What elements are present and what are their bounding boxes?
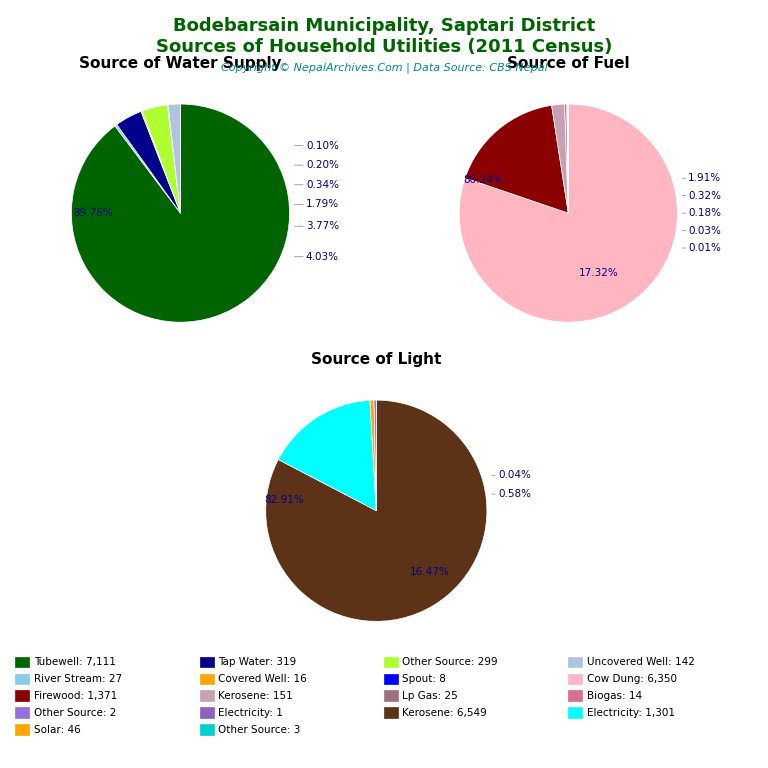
Text: 4.03%: 4.03%: [306, 252, 339, 262]
Text: Kerosene: 151: Kerosene: 151: [218, 690, 293, 701]
Text: 1.79%: 1.79%: [306, 200, 339, 210]
Wedge shape: [117, 111, 180, 213]
Wedge shape: [115, 124, 180, 213]
Text: Biogas: 14: Biogas: 14: [587, 690, 642, 701]
Wedge shape: [142, 105, 180, 213]
Title: Source of Water Supply: Source of Water Supply: [79, 57, 282, 71]
Wedge shape: [374, 400, 376, 511]
Text: Spout: 8: Spout: 8: [402, 674, 446, 684]
Text: 80.24%: 80.24%: [463, 175, 503, 185]
Text: 16.47%: 16.47%: [409, 567, 449, 577]
Text: Other Source: 3: Other Source: 3: [218, 724, 300, 735]
Text: 17.32%: 17.32%: [579, 268, 619, 278]
Text: Electricity: 1: Electricity: 1: [218, 707, 283, 718]
Text: 3.77%: 3.77%: [306, 221, 339, 231]
Text: Other Source: 2: Other Source: 2: [34, 707, 116, 718]
Text: 0.18%: 0.18%: [688, 208, 721, 218]
Wedge shape: [567, 104, 568, 213]
Text: 0.03%: 0.03%: [688, 226, 721, 236]
Text: 1.91%: 1.91%: [688, 174, 721, 184]
Text: 0.20%: 0.20%: [306, 161, 339, 170]
Text: 89.76%: 89.76%: [73, 208, 113, 218]
Text: 0.58%: 0.58%: [498, 489, 531, 499]
Title: Source of Light: Source of Light: [311, 353, 442, 367]
Text: Solar: 46: Solar: 46: [34, 724, 81, 735]
Wedge shape: [564, 104, 568, 213]
Text: Tubewell: 7,111: Tubewell: 7,111: [34, 657, 116, 667]
Text: Copyright © NepalArchives.Com | Data Source: CBS Nepal: Copyright © NepalArchives.Com | Data Sou…: [220, 63, 548, 74]
Text: River Stream: 27: River Stream: 27: [34, 674, 122, 684]
Wedge shape: [167, 104, 180, 213]
Text: 0.04%: 0.04%: [498, 470, 531, 480]
Text: Bodebarsain Municipality, Saptari District: Bodebarsain Municipality, Saptari Distri…: [173, 17, 595, 35]
Title: Source of Fuel: Source of Fuel: [507, 57, 630, 71]
Wedge shape: [278, 400, 376, 511]
Text: Covered Well: 16: Covered Well: 16: [218, 674, 307, 684]
Text: Lp Gas: 25: Lp Gas: 25: [402, 690, 458, 701]
Text: Sources of Household Utilities (2011 Census): Sources of Household Utilities (2011 Cen…: [156, 38, 612, 56]
Wedge shape: [465, 105, 568, 213]
Text: 82.91%: 82.91%: [265, 495, 304, 505]
Wedge shape: [370, 400, 376, 511]
Text: 0.32%: 0.32%: [688, 190, 721, 200]
Wedge shape: [141, 111, 180, 213]
Text: Firewood: 1,371: Firewood: 1,371: [34, 690, 117, 701]
Text: Uncovered Well: 142: Uncovered Well: 142: [587, 657, 694, 667]
Wedge shape: [168, 104, 180, 213]
Text: Other Source: 299: Other Source: 299: [402, 657, 498, 667]
Text: Kerosene: 6,549: Kerosene: 6,549: [402, 707, 487, 718]
Wedge shape: [459, 104, 677, 323]
Text: Electricity: 1,301: Electricity: 1,301: [587, 707, 675, 718]
Wedge shape: [266, 400, 487, 621]
Text: Tap Water: 319: Tap Water: 319: [218, 657, 296, 667]
Wedge shape: [551, 104, 568, 213]
Text: 0.10%: 0.10%: [306, 141, 339, 151]
Text: Cow Dung: 6,350: Cow Dung: 6,350: [587, 674, 677, 684]
Wedge shape: [71, 104, 290, 323]
Text: 0.01%: 0.01%: [688, 243, 721, 253]
Text: 0.34%: 0.34%: [306, 180, 339, 190]
